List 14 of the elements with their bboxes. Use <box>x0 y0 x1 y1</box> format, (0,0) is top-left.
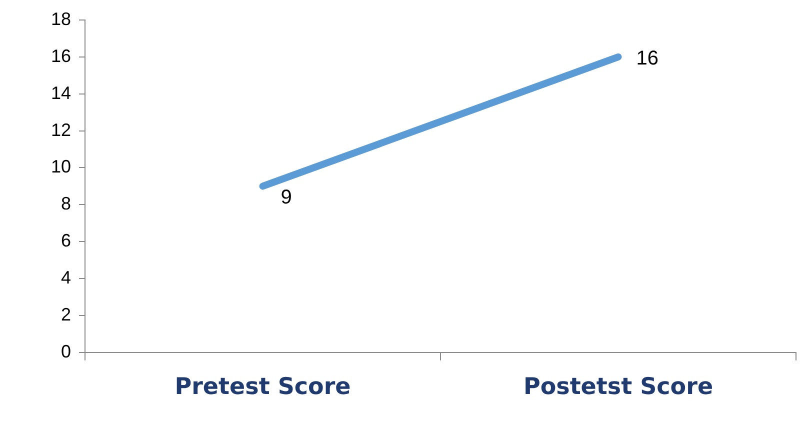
y-tick-label: 0 <box>60 341 71 362</box>
y-tick-label: 8 <box>60 194 71 214</box>
data-label: 9 <box>280 186 292 209</box>
y-tick-label: 6 <box>60 230 71 251</box>
y-tick-label: 12 <box>50 120 71 140</box>
y-tick-label: 16 <box>50 46 71 66</box>
y-tick-label: 4 <box>60 268 71 288</box>
y-tick-label: 10 <box>50 156 71 177</box>
x-tick-label: Postetst Score <box>523 374 714 400</box>
x-tick-label: Pretest Score <box>174 374 351 400</box>
data-label: 16 <box>636 47 658 70</box>
y-tick-label: 2 <box>60 304 71 324</box>
y-tick-label: 14 <box>50 82 71 103</box>
y-tick-label: 18 <box>50 8 71 29</box>
